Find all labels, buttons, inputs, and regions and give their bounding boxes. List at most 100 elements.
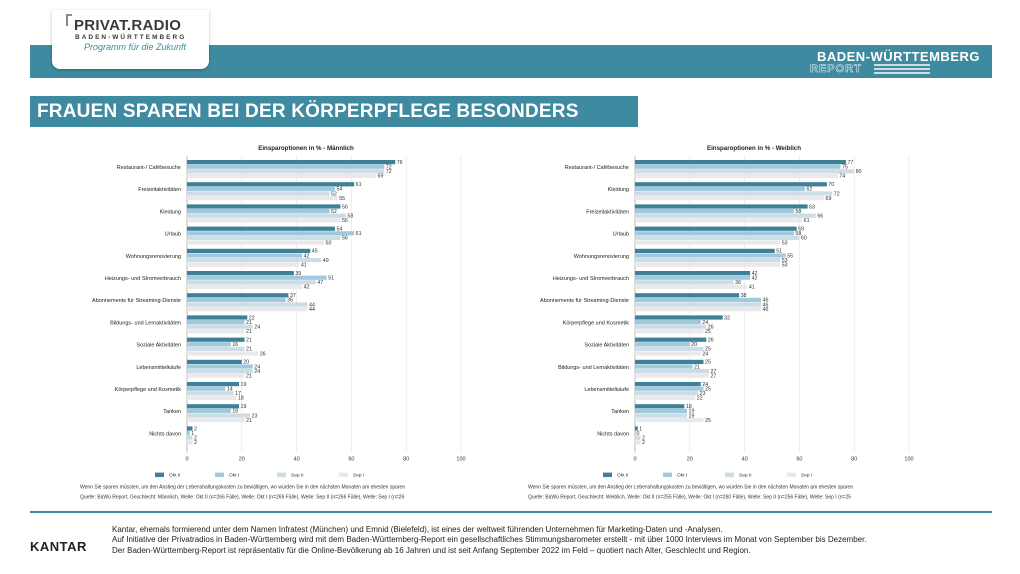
data-label: 46 bbox=[763, 302, 769, 308]
footnote-line-1: Kantar, ehemals formierend unter dem Nam… bbox=[112, 525, 723, 534]
data-label: 42 bbox=[752, 271, 758, 277]
bar bbox=[635, 431, 636, 436]
chart-question-note: Wenn Sie sparen müssten, um den Anstieg … bbox=[80, 485, 405, 491]
bar bbox=[635, 271, 751, 276]
bar bbox=[187, 364, 253, 369]
category-label: Nichts davon bbox=[149, 431, 181, 437]
chart-svg: Einsparoptionen in % - Männlich 0 20 40 60 80… bbox=[80, 145, 466, 501]
bar bbox=[187, 408, 231, 413]
legend-swatch bbox=[603, 472, 612, 478]
bar bbox=[187, 191, 330, 196]
data-label: 16 bbox=[232, 409, 238, 415]
x-tick-label: 20 bbox=[239, 457, 245, 463]
category-label: Heizungs- und Stromverbrauch bbox=[105, 276, 181, 282]
bar bbox=[187, 209, 330, 214]
x-tick-label: 0 bbox=[185, 457, 188, 463]
chart-male: Einsparoptionen in % - Männlich 0 20 40 60 80… bbox=[78, 138, 478, 506]
bar bbox=[635, 258, 781, 263]
data-label: 76 bbox=[397, 160, 403, 166]
category-label: Körperpflege und Kosmetik bbox=[563, 320, 630, 326]
legend-label: Sep I bbox=[353, 473, 364, 479]
x-tick-label: 20 bbox=[687, 457, 693, 463]
data-label: 42 bbox=[304, 253, 310, 259]
bar bbox=[635, 382, 701, 387]
bar bbox=[635, 213, 816, 218]
data-label: 37 bbox=[290, 293, 296, 299]
data-label: 55 bbox=[339, 196, 345, 202]
data-label: 21 bbox=[246, 374, 252, 380]
legend-swatch bbox=[787, 472, 796, 478]
bar bbox=[187, 369, 253, 374]
data-label: 32 bbox=[724, 315, 730, 321]
bar bbox=[635, 386, 704, 391]
report-word: REPORT bbox=[810, 63, 862, 76]
bar bbox=[187, 337, 245, 342]
bar bbox=[187, 404, 240, 409]
bar bbox=[635, 302, 762, 307]
bar bbox=[187, 275, 327, 280]
data-label: 54 bbox=[336, 187, 342, 193]
logo-subtitle: BADEN-WÜRTTEMBERG bbox=[75, 34, 187, 41]
data-label: 14 bbox=[227, 387, 233, 393]
data-label: 21 bbox=[246, 329, 252, 335]
legend-label: Sep II bbox=[291, 473, 304, 479]
bar bbox=[635, 426, 638, 431]
category-label: Abonnements für Streaming-Dienste bbox=[92, 298, 181, 304]
bar bbox=[635, 440, 641, 445]
bar bbox=[187, 320, 245, 325]
data-label: 25 bbox=[705, 360, 711, 366]
bar bbox=[635, 209, 794, 214]
x-tick-label: 60 bbox=[796, 457, 802, 463]
bar bbox=[187, 346, 245, 351]
data-label: 36 bbox=[287, 298, 293, 304]
data-label: 26 bbox=[708, 338, 714, 344]
logo-title: PRIVAT.RADIO bbox=[74, 17, 182, 34]
x-tick-label: 40 bbox=[742, 457, 748, 463]
bar bbox=[635, 351, 701, 356]
category-label: Kleidung bbox=[160, 209, 181, 215]
data-label: 47 bbox=[317, 280, 323, 286]
data-label: 18 bbox=[238, 396, 244, 402]
legend-label: Sep II bbox=[739, 473, 752, 479]
category-label: Nichts davon bbox=[597, 431, 629, 437]
privat-radio-logo: PRIVAT.RADIO BADEN-WÜRTTEMBERG Programm … bbox=[52, 10, 209, 69]
data-label: 80 bbox=[856, 169, 862, 175]
bar bbox=[635, 413, 688, 418]
data-label: 38 bbox=[741, 293, 747, 299]
data-label: 63 bbox=[809, 204, 815, 210]
data-label: 21 bbox=[246, 347, 252, 353]
legend-label: Okt II bbox=[169, 473, 180, 479]
bar bbox=[635, 364, 693, 369]
data-label: 25 bbox=[705, 347, 711, 353]
bar bbox=[187, 315, 248, 320]
bar bbox=[635, 373, 709, 378]
data-label: 21 bbox=[694, 364, 700, 370]
category-label: Wohnungsrenovierung bbox=[574, 254, 629, 260]
bar bbox=[635, 262, 781, 267]
bar bbox=[635, 275, 751, 280]
data-label: 27 bbox=[710, 369, 716, 375]
logo-bracket-icon bbox=[66, 14, 72, 26]
data-label: 61 bbox=[356, 182, 362, 188]
data-label: 74 bbox=[839, 174, 845, 180]
data-label: 18 bbox=[686, 404, 692, 410]
x-tick-label: 40 bbox=[294, 457, 300, 463]
data-label: 53 bbox=[782, 240, 788, 246]
legend-swatch bbox=[155, 472, 164, 478]
data-label: 58 bbox=[347, 214, 353, 220]
bar bbox=[187, 413, 251, 418]
logo-tagline: Programm für die Zukunft bbox=[84, 42, 187, 52]
data-label: 69 bbox=[826, 196, 832, 202]
bar bbox=[187, 226, 335, 231]
bar bbox=[635, 226, 797, 231]
data-label: 44 bbox=[309, 302, 315, 308]
chart-source-note: Quelle: BaWü Report, Geschlecht: Weiblic… bbox=[528, 495, 851, 501]
x-tick-label: 0 bbox=[633, 457, 636, 463]
category-label: Bildungs- und Lernaktivitäten bbox=[558, 365, 629, 371]
data-label: 56 bbox=[342, 236, 348, 242]
data-label: 23 bbox=[700, 391, 706, 397]
data-label: 1 bbox=[639, 426, 642, 432]
category-label: Abonnements für Streaming-Dienste bbox=[540, 298, 629, 304]
